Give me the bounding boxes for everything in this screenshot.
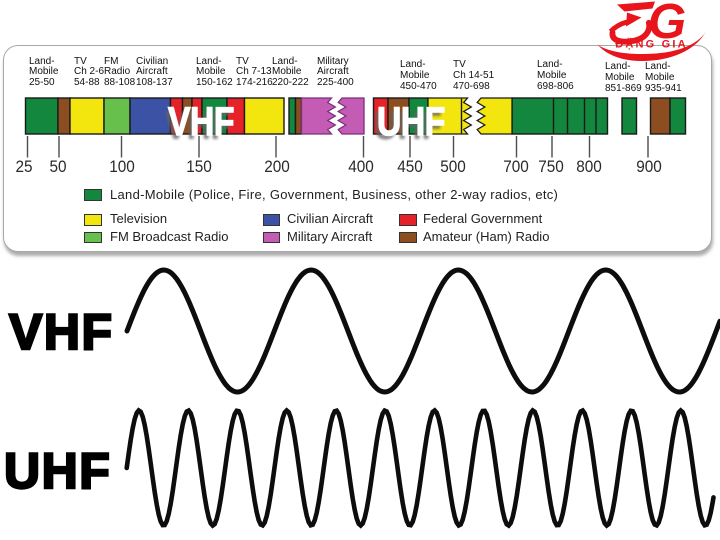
svg-text:ĐẶNG GIA: ĐẶNG GIA (615, 38, 688, 51)
svg-text:G: G (648, 0, 686, 49)
